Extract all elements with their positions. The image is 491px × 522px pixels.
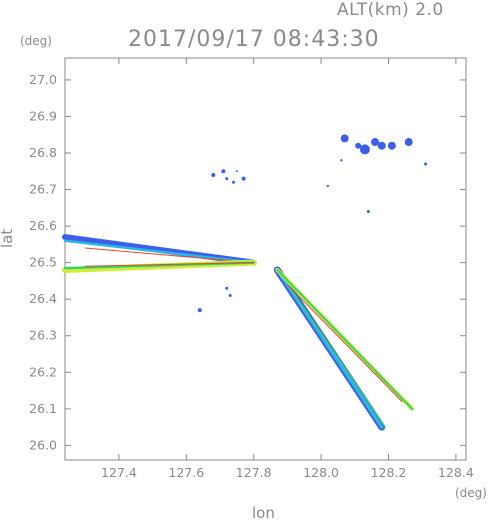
y-tick-label: 26.4	[29, 291, 57, 306]
x-axis-label: lon	[252, 504, 275, 522]
echo-point	[366, 209, 370, 213]
y-tick-label: 26.7	[29, 182, 57, 197]
echo-streak-se-inner-core	[275, 268, 384, 429]
y-tick-label: 26.9	[29, 108, 57, 123]
echo-point	[359, 144, 370, 155]
echo-point	[326, 184, 330, 188]
echo-streak-se-outer-red	[286, 284, 403, 403]
echo-point	[377, 141, 386, 150]
echo-point	[371, 138, 380, 147]
echo-layer	[62, 134, 428, 431]
echo-point	[197, 308, 202, 313]
y-tick-label: 26.2	[29, 364, 57, 379]
echo-point	[225, 286, 229, 290]
echo-point	[235, 170, 238, 173]
y-tick-label: 26.0	[29, 437, 57, 452]
echo-point	[211, 172, 216, 177]
x-tick-label: 128.4	[438, 465, 474, 480]
echo-streak-se-inner-green	[280, 273, 386, 428]
x-tick-label: 127.6	[168, 465, 204, 480]
x-axis-unit: (deg)	[455, 486, 487, 500]
chart-timestamp: 2017/09/17 08:43:30	[128, 27, 380, 52]
y-tick-label: 26.1	[29, 401, 57, 416]
echo-point	[241, 176, 246, 181]
y-tick-label: 26.8	[29, 145, 57, 160]
altitude-label: ALT(km) 2.0	[337, 0, 444, 20]
echo-streak-west-upper-core	[63, 239, 255, 264]
echo-point	[355, 142, 362, 149]
y-axis-unit: (deg)	[20, 34, 52, 48]
x-tick-label: 128.0	[303, 465, 339, 480]
echo-streak-west-upper-red	[84, 247, 255, 264]
echo-point	[387, 141, 396, 150]
echo-streak-west-lower-red	[84, 262, 255, 267]
echo-point	[228, 294, 232, 298]
echo-point	[231, 180, 235, 184]
y-tick-label: 26.6	[29, 218, 57, 233]
x-tick-label: 127.8	[236, 465, 272, 480]
echo-point	[404, 138, 413, 147]
echo-point	[424, 162, 428, 166]
y-tick-label: 27.0	[29, 72, 57, 87]
x-tick-label: 127.4	[101, 465, 137, 480]
echo-point	[340, 134, 349, 143]
x-tick-label: 128.2	[371, 465, 407, 480]
echo-point	[340, 159, 343, 162]
echo-point	[221, 169, 226, 174]
y-tick-label: 26.3	[29, 328, 57, 343]
y-tick-label: 26.5	[29, 255, 57, 270]
echo-point	[225, 177, 229, 181]
plot-border	[64, 57, 467, 461]
tick-layer: 127.4 127.6 127.8 128.0 128.2 128.4 26.0 26.1 26…	[29, 58, 474, 480]
y-axis-label: lat	[0, 228, 16, 248]
echo-streak-se-outer-core	[276, 268, 414, 410]
plot-frame	[64, 57, 467, 461]
